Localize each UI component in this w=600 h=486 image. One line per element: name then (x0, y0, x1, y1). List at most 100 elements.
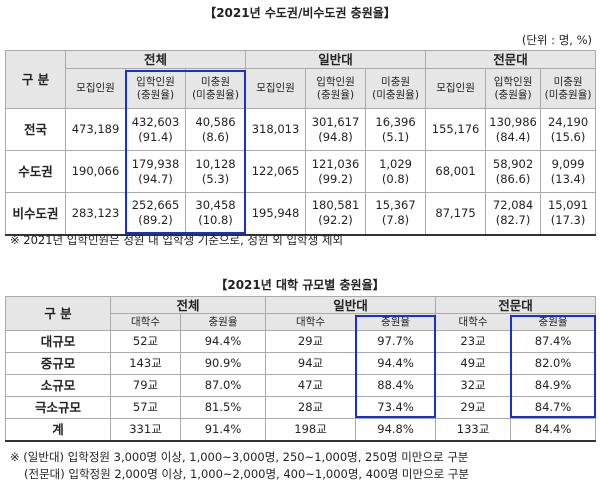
cell-text: 대학수 (131, 315, 160, 328)
cell-text: 155,176 (431, 122, 480, 136)
row-label: 전국 (5, 108, 66, 151)
cell-text: 68,001 (435, 164, 476, 178)
cell-text: 입학인원 (136, 75, 175, 88)
cell-text: 모집인원 (436, 82, 475, 94)
cell-text: 1,029 (379, 156, 412, 171)
cell-text: (충원율) (316, 88, 355, 101)
cell: 143교 (110, 352, 181, 375)
group-header: 일반대 (265, 296, 437, 314)
unit: (단위 : 명, %) (521, 33, 592, 47)
column-header: 모집인원 (425, 68, 487, 109)
cell-text: 432,603 (131, 114, 180, 129)
cell-text: (89.2) (138, 213, 173, 228)
cell: 68,001 (425, 150, 487, 193)
cell-text: (미충원율) (372, 88, 419, 101)
cell-text: 87.0% (204, 378, 242, 392)
cell: 58,902 (86.6) (485, 150, 542, 193)
cell-text: 473,189 (71, 122, 120, 136)
cell: 301,617 (94.8) (305, 108, 367, 151)
header-row: 구 분 전체 일반대 전문대 (5, 50, 597, 109)
cell: 15,367 (7.8) (365, 192, 427, 236)
row-label: 수도권 (5, 150, 66, 193)
column-header: 모집인원 (65, 68, 126, 109)
cell-text: 32교 (460, 378, 486, 392)
cell-text: 198교 (294, 421, 327, 436)
cell: 252,665 (89.2) (125, 192, 186, 236)
cell-text: 24,190 (547, 114, 589, 129)
cell-text: 40,586 (195, 114, 236, 129)
cell-text: 29교 (297, 334, 324, 348)
cell-text: 91.4% (204, 421, 242, 436)
cell-text: 283,123 (71, 205, 120, 220)
cell-text: 122,065 (251, 164, 300, 178)
cell: 40,586 (8.6) (184, 108, 247, 151)
column-header: 대학수 (435, 313, 512, 331)
group-header: 전체 (109, 296, 267, 314)
cell: 94.8% (355, 418, 437, 442)
cell: 57교 (110, 396, 181, 419)
cell: 130,986 (84.4) (485, 108, 542, 151)
column-header: 미충원 (미충원율) (365, 68, 427, 109)
cell-text: 97.7% (377, 334, 414, 348)
cell-text: 입학인원 (316, 75, 355, 88)
cell-text: 179,938 (131, 156, 180, 171)
table2-title: 【2021년 대학 규모별 충원율】 (215, 278, 385, 292)
table2-note: (전문대) 입학정원 2,000명 이상, 1,000~2,000명, 400~… (24, 467, 470, 481)
cell-text: 23교 (460, 334, 486, 348)
data-row: 비수도권 283,123 252,665 (89.2) 30,458 (10.8) 195,… (5, 192, 597, 236)
header-row: 구 분 전체 일반대 전문대 (5, 296, 597, 331)
column-header: 입학인원 (충원율) (125, 68, 186, 109)
row-label: 계 (5, 418, 111, 442)
cell-text: 30,458 (195, 198, 236, 213)
cell-text: (82.7) (495, 213, 531, 228)
cell-text: 94.8% (377, 421, 414, 436)
cell-text: (충원율) (136, 88, 175, 101)
cell-text: 57교 (132, 400, 159, 414)
cell-text: 10,128 (195, 156, 236, 171)
cell: 318,013 (245, 108, 307, 151)
cell-text: 195,948 (251, 205, 300, 220)
cell: 331교 (110, 418, 181, 442)
header-row: 대학수 충원율 대학수 충원율 대학수 충원율 (6, 313, 597, 331)
cell-text: 121,036 (311, 156, 360, 171)
cell: 90.9% (179, 352, 267, 375)
cell-text: 47교 (297, 378, 324, 392)
cell-text: (0.8) (381, 171, 410, 186)
cell-text: 90.9% (204, 356, 242, 370)
cell-text: (92.2) (318, 213, 353, 228)
cell-text: 87,175 (435, 205, 476, 220)
cell-text: 94.4% (204, 334, 242, 348)
highlight-box (509, 314, 596, 418)
row-label: 극소규모 (5, 396, 111, 419)
cell: 28교 (265, 396, 357, 419)
cell-text: 143교 (129, 356, 162, 370)
cell-text: 190,066 (71, 164, 120, 178)
group-header: 전문대 (425, 50, 597, 69)
cell-text: (10.8) (198, 213, 233, 228)
cell: 72,084 (82.7) (485, 192, 542, 236)
table1-title: 【2021년 수도권/비수도권 충원율】 (204, 6, 396, 20)
cell-text: 87.4% (534, 334, 572, 348)
data-row: 소규모 79교 87.0% 47교 88.4% 32교 84.9% (5, 374, 597, 397)
cell-text: 모집인원 (256, 82, 295, 94)
cell: 87.0% (179, 374, 267, 397)
table1: 구 분 전체 일반대 전문대 모집인원 입학인원 (충원율) 미충원 (미충원율) 모집인원 입학인… (5, 50, 597, 236)
cell-text: 16,396 (375, 114, 416, 129)
data-row: 전국 473,189 432,603 (91.4) 40,586 (8.6) 318,013… (5, 108, 597, 151)
cell-text: (미충원율) (544, 88, 592, 101)
cell-text: 15,367 (375, 198, 416, 213)
cell-text: 9,099 (551, 156, 585, 171)
column-header: 입학인원 (충원율) (305, 68, 367, 109)
row-label: 중규모 (5, 352, 111, 375)
cell-text: (미충원율) (192, 88, 239, 101)
group-label: 구 분 (5, 50, 66, 109)
cell: 84.4% (510, 418, 597, 442)
cell-text: 충원율 (538, 315, 568, 328)
cell-text: 84.7% (534, 400, 572, 414)
cell-text: 입학인원 (493, 75, 533, 88)
cell-text: 180,581 (311, 198, 360, 213)
cell: 121,036 (99.2) (305, 150, 367, 193)
cell-text: 대학수 (458, 315, 488, 328)
group-header: 전체 (64, 50, 247, 69)
cell: 473,189 (65, 108, 126, 151)
